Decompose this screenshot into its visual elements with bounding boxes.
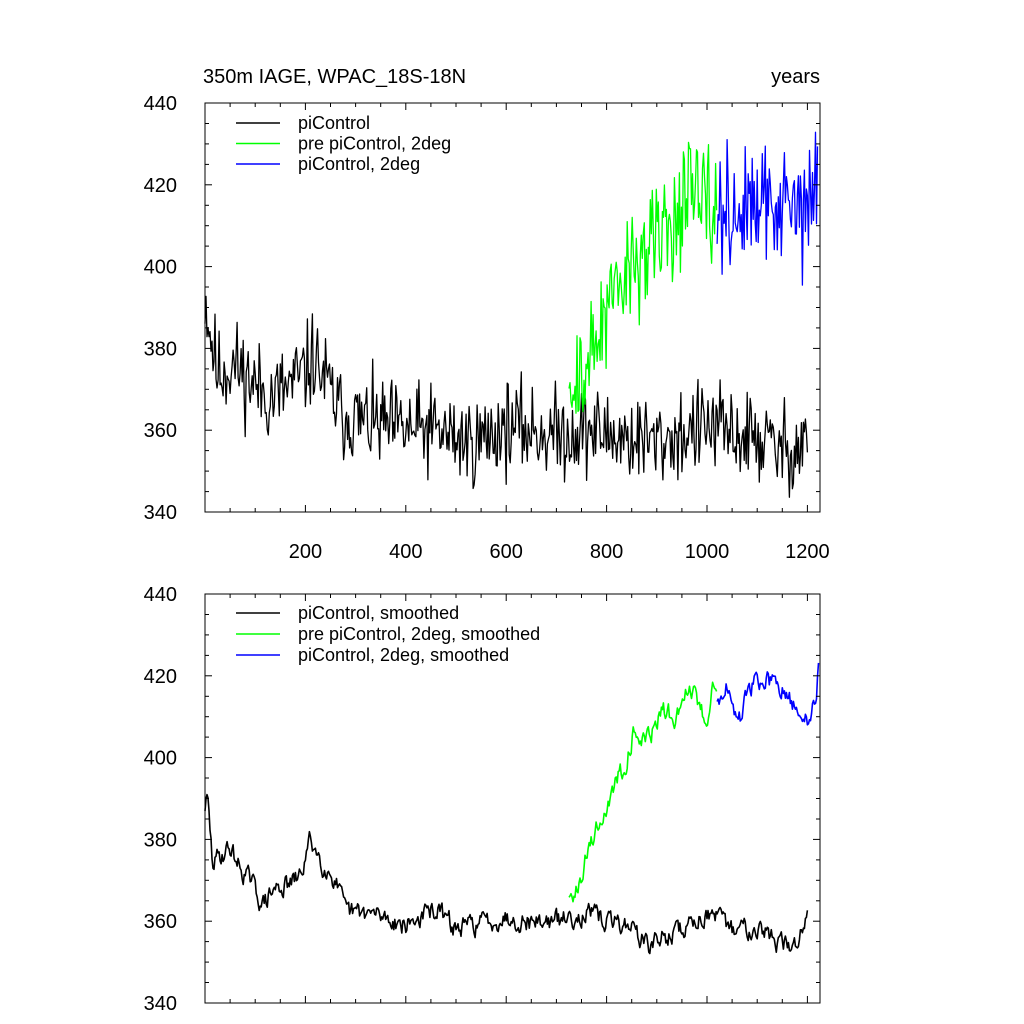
axes: 340 360 380 400 420 440 [144,584,821,1015]
legend-label: pre piControl, 2deg [298,134,451,154]
x-tick-label: 800 [590,541,623,563]
legend-label: piControl, 2deg [298,154,420,174]
x-tick-label: 1000 [685,541,730,563]
y-tick-label: 400 [144,257,177,279]
x-tick-label: 600 [490,541,523,563]
chart-title: 350m IAGE, WPAC_18S-18N [203,66,466,88]
y-tick-label: 420 [144,666,177,688]
legend-label: piControl [298,113,370,133]
series-group [204,131,819,498]
series-line [568,141,718,414]
y-tick-label: 340 [144,993,177,1015]
x-tick-label: 1200 [785,541,830,563]
series-line [716,131,819,286]
y-tick-label: 360 [144,911,177,933]
y-tick-label: 380 [144,829,177,851]
legend-label: pre piControl, 2deg, smoothed [298,624,540,644]
series-line [204,793,809,955]
series-line [204,295,809,498]
series-line [568,681,718,903]
series-line [716,662,820,726]
bottom-panel: 340 360 380 400 420 440 piControl, smoothedpr… [144,584,821,1015]
top-panel: 350m IAGE, WPAC_18S-18N years 340 360 380 4… [144,66,830,563]
y-tick-label: 400 [144,748,177,770]
legend-label: piControl, smoothed [298,603,459,623]
chart-title-right: years [771,66,820,88]
y-tick-label: 380 [144,338,177,360]
legend-label: piControl, 2deg, smoothed [298,645,509,665]
series-group [204,662,820,955]
y-tick-label: 420 [144,175,177,197]
y-tick-label: 360 [144,420,177,442]
x-tick-label: 200 [289,541,322,563]
y-tick-label: 440 [144,584,177,606]
x-tick-label: 400 [389,541,422,563]
axes: 340 360 380 400 420 440 200 400 600 800 1000 1200 [144,93,830,563]
y-tick-label: 340 [144,502,177,524]
y-tick-label: 440 [144,93,177,115]
